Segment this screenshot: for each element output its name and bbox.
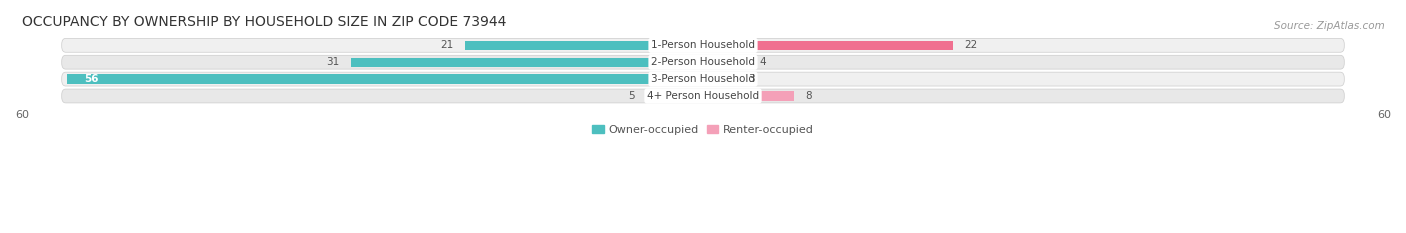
Text: 56: 56 — [84, 74, 98, 84]
Bar — [703, 58, 748, 67]
Text: 4+ Person Household: 4+ Person Household — [647, 91, 759, 101]
Text: Source: ZipAtlas.com: Source: ZipAtlas.com — [1274, 21, 1385, 31]
Text: 4: 4 — [759, 57, 766, 67]
Bar — [464, 41, 703, 50]
Text: 22: 22 — [965, 40, 977, 50]
Legend: Owner-occupied, Renter-occupied: Owner-occupied, Renter-occupied — [588, 120, 818, 139]
Bar — [703, 41, 953, 50]
Text: OCCUPANCY BY OWNERSHIP BY HOUSEHOLD SIZE IN ZIP CODE 73944: OCCUPANCY BY OWNERSHIP BY HOUSEHOLD SIZE… — [22, 15, 506, 29]
FancyBboxPatch shape — [62, 55, 1344, 69]
Text: 3: 3 — [748, 74, 755, 84]
Bar — [647, 91, 703, 101]
Text: 1-Person Household: 1-Person Household — [651, 40, 755, 50]
FancyBboxPatch shape — [62, 38, 1344, 52]
Text: 21: 21 — [440, 40, 453, 50]
Text: 8: 8 — [806, 91, 811, 101]
Text: 5: 5 — [628, 91, 636, 101]
Text: 2-Person Household: 2-Person Household — [651, 57, 755, 67]
FancyBboxPatch shape — [62, 72, 1344, 86]
FancyBboxPatch shape — [62, 89, 1344, 103]
Bar — [703, 91, 794, 101]
Bar — [703, 75, 737, 84]
Bar — [352, 58, 703, 67]
Text: 31: 31 — [326, 57, 340, 67]
Bar — [67, 75, 703, 84]
Text: 3-Person Household: 3-Person Household — [651, 74, 755, 84]
